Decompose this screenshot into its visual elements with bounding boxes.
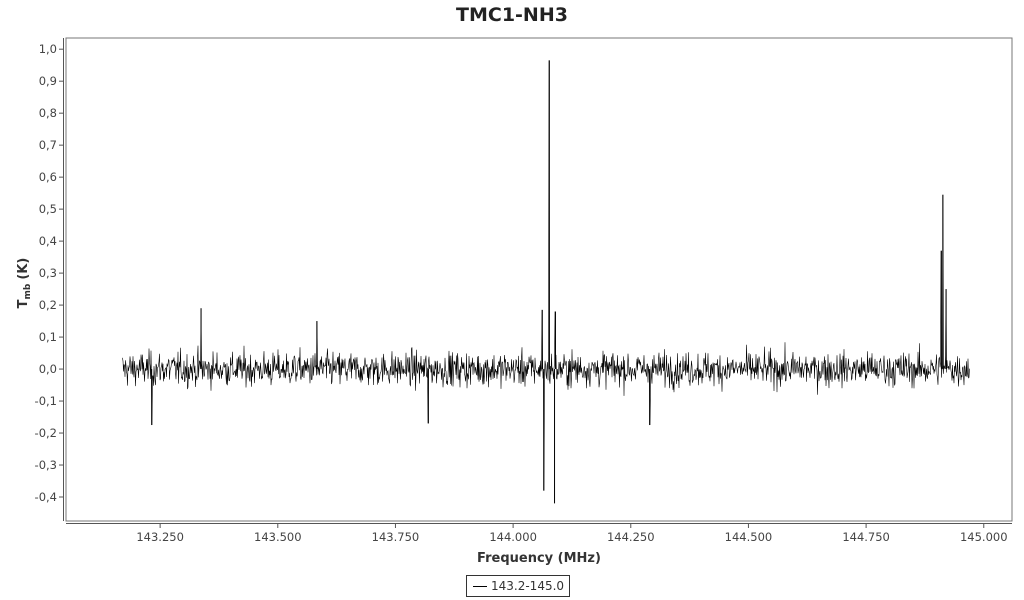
x-tick-label: 143.250 bbox=[136, 530, 184, 544]
legend-label: 143.2-145.0 bbox=[491, 579, 565, 593]
x-axis-label: Frequency (MHz) bbox=[477, 551, 601, 566]
y-tick-label: 0,9 bbox=[39, 74, 57, 88]
x-tick-label: 143.750 bbox=[372, 530, 420, 544]
legend[interactable]: 143.2-145.0 bbox=[466, 575, 571, 597]
y-tick-label: 0,7 bbox=[39, 138, 57, 152]
y-tick-label: 0,8 bbox=[39, 106, 57, 120]
y-tick-label: 0,0 bbox=[39, 362, 57, 376]
x-tick-label: 144.500 bbox=[725, 530, 773, 544]
legend-swatch bbox=[473, 585, 487, 587]
y-axis-label: Tmb (K) bbox=[16, 258, 33, 309]
plot-frame bbox=[65, 37, 1013, 522]
y-axis-label-sub: mb bbox=[23, 283, 33, 299]
series-layer bbox=[122, 60, 970, 504]
y-tick-label: 0,5 bbox=[39, 202, 57, 216]
y-tick-label: 0,1 bbox=[39, 330, 57, 344]
y-tick-label: 0,6 bbox=[39, 170, 57, 184]
x-tick-label: 143.500 bbox=[254, 530, 302, 544]
chart-title: TMC1-NH3 bbox=[456, 4, 568, 26]
y-tick-label: -0,2 bbox=[35, 426, 57, 440]
y-tick-label: 1,0 bbox=[39, 42, 57, 56]
y-tick-label: 0,2 bbox=[39, 298, 57, 312]
y-axis-label-main: T bbox=[16, 299, 31, 308]
x-tick-label: 144.000 bbox=[489, 530, 537, 544]
y-tick-label: -0,1 bbox=[35, 394, 57, 408]
series-line bbox=[122, 60, 970, 491]
x-tick-label: 144.750 bbox=[842, 530, 890, 544]
x-tick-label: 145.000 bbox=[960, 530, 1008, 544]
y-axis-label-unit: (K) bbox=[16, 258, 31, 280]
y-tick-label: -0,3 bbox=[35, 458, 57, 472]
y-axis-ticks: 1,0 0,9 0,8 0,7 0,6 0,5 0,4 0,3 0,2 0,1 0,0 -0,1 -0,… bbox=[35, 42, 64, 504]
y-tick-label: 0,3 bbox=[39, 266, 57, 280]
y-tick-label: 0,4 bbox=[39, 234, 57, 248]
y-tick-label: -0,4 bbox=[35, 490, 57, 504]
x-axis-ticks: 143.250 143.500 143.750 144.000 144.250 144.5… bbox=[136, 523, 1008, 544]
x-tick-label: 144.250 bbox=[607, 530, 655, 544]
